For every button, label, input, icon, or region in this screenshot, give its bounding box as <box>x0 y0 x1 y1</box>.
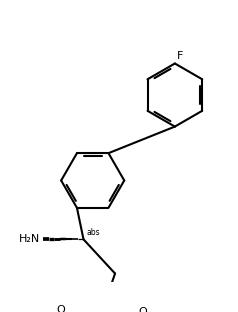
Text: O: O <box>56 305 65 312</box>
Text: abs: abs <box>86 228 100 237</box>
Text: F: F <box>177 51 183 61</box>
Text: O: O <box>138 307 147 312</box>
Text: H₂N: H₂N <box>19 234 40 244</box>
